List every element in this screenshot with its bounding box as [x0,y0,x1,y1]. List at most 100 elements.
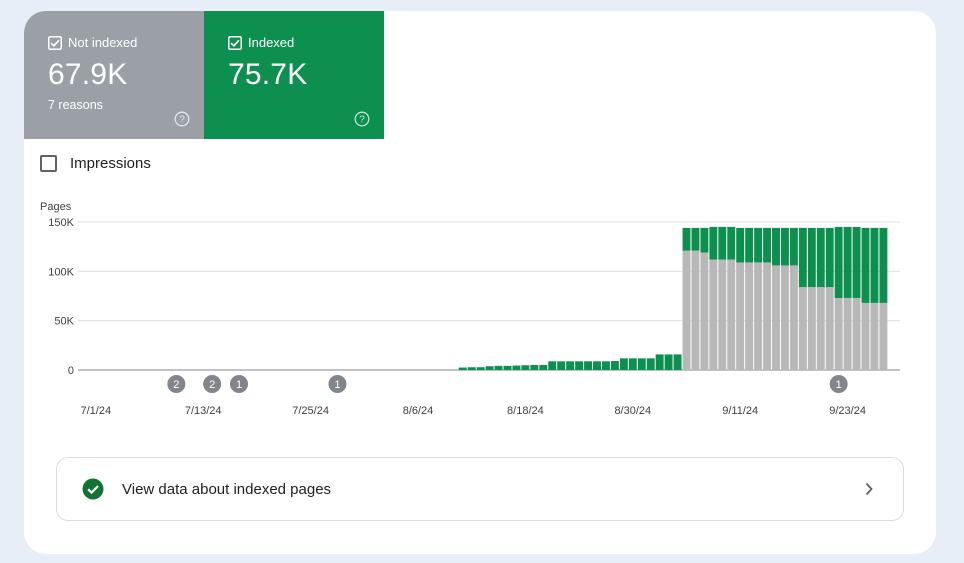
bar-indexed [870,227,879,303]
bar-not-indexed [879,302,888,370]
bar-indexed [494,365,503,370]
bar-indexed [825,227,834,288]
bar-not-indexed [789,265,798,370]
bar-not-indexed [763,262,772,370]
bar-indexed [664,354,673,370]
bar-not-indexed [825,287,834,370]
x-tick-label: 8/18/24 [507,405,544,417]
y-tick-label: 0 [68,365,74,377]
indexed-value: 75.7K [228,58,308,91]
bar-indexed [816,227,825,288]
svg-text:?: ? [359,115,365,126]
not-indexed-header: Not indexed [48,35,204,50]
pages-chart: Pages 0 50K 100K 150K 2 2 1 1 1 7/1/24 7/13/24 7/25/… [40,201,900,417]
annotation-count: 1 [836,379,842,391]
not-indexed-label: Not indexed [68,35,138,50]
x-tick-label: 7/1/24 [81,405,112,417]
bar-indexed [575,361,584,370]
bar-indexed [458,367,467,370]
bar-indexed [557,361,566,370]
bar-indexed [789,227,798,266]
bar-indexed [754,227,763,263]
annotation-count: 2 [209,379,215,391]
help-icon[interactable]: ? [354,111,370,127]
bar-not-indexed [745,262,754,370]
index-coverage-card: Not indexed 67.9K 7 reasons ? Indexed 75… [24,11,936,554]
y-tick-label: 150K [48,217,74,229]
bar-not-indexed [727,259,736,370]
x-tick-label: 8/30/24 [614,405,651,417]
bar-not-indexed [682,250,691,370]
help-icon[interactable]: ? [174,111,190,127]
bar-indexed [700,227,709,253]
impressions-label: Impressions [70,155,151,172]
bar-not-indexed [718,259,727,370]
bar-not-indexed [861,302,870,370]
bar-indexed [655,354,664,370]
svg-text:?: ? [179,115,185,126]
bar-indexed [718,226,727,260]
bar-not-indexed [780,265,789,370]
bar-not-indexed [870,302,879,370]
x-tick-label: 7/25/24 [292,405,329,417]
bar-indexed [646,358,655,370]
bar-not-indexed [852,297,861,370]
annotation-marker [328,375,347,393]
bar-indexed [530,364,539,370]
bar-indexed [503,365,512,370]
not-indexed-value: 67.9K [48,58,128,91]
not-indexed-tile[interactable]: Not indexed 67.9K 7 reasons ? [24,11,204,139]
view-indexed-pages-link[interactable]: View data about indexed pages [56,457,904,521]
bar-not-indexed [843,297,852,370]
bar-indexed [593,361,601,370]
bar-indexed [637,358,646,370]
annotation-marker [230,375,248,393]
not-indexed-reasons: 7 reasons [48,98,103,112]
annotation-marker [167,375,186,393]
impressions-checkbox[interactable] [40,155,57,172]
indexed-tile[interactable]: Indexed 75.7K ? [204,11,384,139]
bar-indexed [485,366,494,370]
bar-indexed [843,226,852,298]
bar-indexed [619,358,628,370]
x-tick-label: 9/11/24 [722,405,758,417]
bar-indexed [798,227,807,288]
bar-indexed [682,227,691,251]
bar-not-indexed [736,262,745,370]
bar-indexed [601,361,610,370]
x-tick-label: 9/23/24 [829,405,866,417]
bar-indexed [763,227,772,263]
bar-indexed [772,227,780,266]
bar-indexed [539,364,548,370]
bar-indexed [807,227,816,288]
annotation-count: 1 [236,379,242,391]
bar-indexed [548,361,557,370]
view-indexed-pages-label: View data about indexed pages [122,480,332,498]
bar-indexed [610,361,619,370]
bar-indexed [628,358,637,370]
bar-indexed [691,227,700,251]
checkbox-checked-icon[interactable] [228,35,242,50]
x-tick-label: 7/13/24 [185,405,222,417]
bar-indexed [476,367,485,370]
indexed-label: Indexed [248,35,295,50]
chevron-right-icon [863,480,875,498]
annotation-count: 1 [334,379,340,391]
bar-not-indexed [816,287,825,370]
annotation-count: 2 [173,379,179,391]
bar-not-indexed [754,262,763,370]
bar-indexed [584,361,593,370]
indexed-header: Indexed [228,35,384,50]
y-tick-label: 50K [54,316,74,328]
bar-indexed [521,365,530,370]
bar-indexed [566,361,575,370]
checkbox-checked-icon[interactable] [48,35,62,50]
bar-not-indexed [807,287,816,370]
bar-indexed [745,227,754,263]
bar-not-indexed [772,265,780,370]
bar-indexed [736,227,745,263]
bar-indexed [780,227,789,266]
y-tick-label: 100K [48,266,74,278]
impressions-toggle[interactable]: Impressions [40,155,151,172]
bar-not-indexed [798,287,807,370]
